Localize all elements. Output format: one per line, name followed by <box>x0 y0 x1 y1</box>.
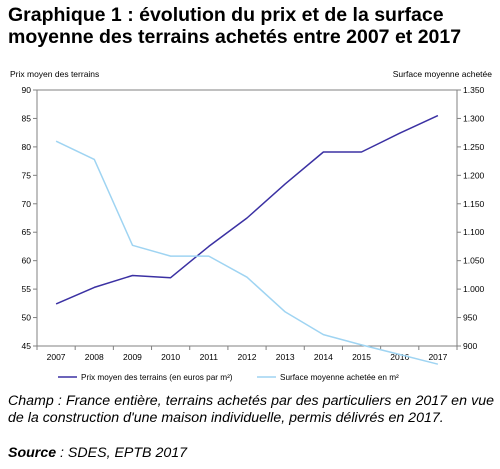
x-axis-tick-label: 2014 <box>314 352 333 362</box>
x-axis-tick-label: 2011 <box>200 352 219 362</box>
source-note: Source : SDES, EPTB 2017 <box>8 445 187 462</box>
x-axis-tick-label: 2013 <box>276 352 295 362</box>
left-axis-tick-label: 50 <box>22 313 32 323</box>
left-axis-tick-label: 55 <box>22 284 32 294</box>
x-axis-tick-label: 2010 <box>161 352 180 362</box>
right-axis-tick-label: 1.300 <box>463 113 485 123</box>
left-axis-title: Prix moyen des terrains <box>10 69 100 79</box>
x-axis-tick-label: 2007 <box>47 352 66 362</box>
legend-label: Prix moyen des terrains (en euros par m²… <box>81 373 233 382</box>
chart-title: Graphique 1 : évolution du prix et de la… <box>8 4 462 48</box>
right-axis-tick-label: 1.350 <box>463 85 485 95</box>
source-label: Source <box>8 445 57 461</box>
scope-note: Champ : France entière, terrains achetés… <box>8 393 494 426</box>
right-axis-title: Surface moyenne achetée <box>392 69 492 79</box>
left-axis-tick-label: 70 <box>22 199 32 209</box>
right-axis-tick-label: 950 <box>463 313 477 323</box>
left-axis-tick-label: 80 <box>22 142 32 152</box>
x-axis-tick-label: 2015 <box>352 352 371 362</box>
left-axis-tick-label: 85 <box>22 113 32 123</box>
legend-label: Surface moyenne achetée en m² <box>280 373 399 382</box>
x-axis-tick-label: 2016 <box>390 352 409 362</box>
x-axis-tick-label: 2012 <box>238 352 257 362</box>
plot-area <box>36 89 458 347</box>
source-text: : SDES, EPTB 2017 <box>56 445 188 461</box>
x-axis-tick-label: 2009 <box>123 352 142 362</box>
right-axis-tick-label: 1.000 <box>463 284 485 294</box>
x-axis-tick-label: 2008 <box>85 352 104 362</box>
left-axis-tick-label: 65 <box>22 227 32 237</box>
series-line-prix <box>55 114 439 305</box>
left-axis-tick-label: 90 <box>22 85 32 95</box>
right-axis-tick-label: 1.200 <box>463 170 485 180</box>
x-axis-tick-label: 2017 <box>428 352 447 362</box>
right-axis-tick-label: 1.150 <box>463 199 485 209</box>
right-axis-tick-label: 1.250 <box>463 142 485 152</box>
line-chart: 45 50 55 60 65 70 75 80 85 90 900 950 1.000 1.050 1.10… <box>22 85 485 382</box>
left-axis-tick-label: 45 <box>22 341 32 351</box>
right-axis-tick-label: 900 <box>463 341 477 351</box>
series-line-surface <box>55 140 439 365</box>
left-axis-tick-label: 75 <box>22 170 32 180</box>
right-axis-tick-label: 1.100 <box>463 227 485 237</box>
right-axis-tick-label: 1.050 <box>463 256 485 266</box>
left-axis-tick-label: 60 <box>22 256 32 266</box>
